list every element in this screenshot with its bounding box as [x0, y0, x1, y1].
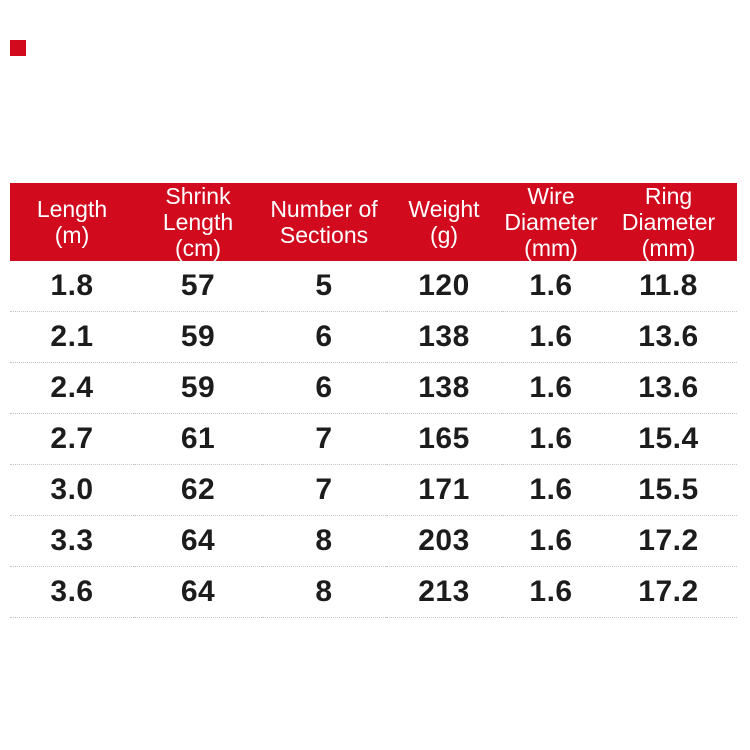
table-cell: 15.5	[600, 464, 737, 516]
table-cell: 3.3	[10, 515, 134, 567]
table-header-row: Length (m) Shrink Length (cm) Number of Se…	[10, 183, 737, 261]
table-cell: 1.6	[502, 464, 600, 516]
table-cell: 8	[262, 515, 386, 567]
table-cell: 61	[134, 413, 262, 465]
table-cell: 6	[262, 362, 386, 414]
column-header: Length (m)	[10, 183, 134, 261]
table-row: 2.4 59 6 138 1.6 13.6	[10, 362, 737, 414]
table-cell: 1.6	[502, 261, 600, 312]
table-cell: 1.6	[502, 515, 600, 567]
table-cell: 1.8	[10, 261, 134, 312]
table-cell: 6	[262, 311, 386, 363]
table-cell: 59	[134, 362, 262, 414]
table-cell: 62	[134, 464, 262, 516]
spec-table: Length (m) Shrink Length (cm) Number of Se…	[10, 183, 737, 618]
table-cell: 165	[386, 413, 502, 465]
column-header: Number of Sections	[262, 183, 386, 261]
table-cell: 57	[134, 261, 262, 312]
table-cell: 7	[262, 464, 386, 516]
column-header: Wire Diameter (mm)	[502, 183, 600, 261]
table-cell: 17.2	[600, 515, 737, 567]
table-row: 3.3 64 8 203 1.6 17.2	[10, 515, 737, 567]
table-cell: 2.1	[10, 311, 134, 363]
table-cell: 5	[262, 261, 386, 312]
table-cell: 64	[134, 515, 262, 567]
table-cell: 2.7	[10, 413, 134, 465]
column-header: Weight (g)	[386, 183, 502, 261]
table-cell: 203	[386, 515, 502, 567]
table-cell: 171	[386, 464, 502, 516]
table-cell: 15.4	[600, 413, 737, 465]
red-corner-mark	[10, 40, 26, 56]
table-cell: 1.6	[502, 362, 600, 414]
table-body: 1.8 57 5 120 1.6 11.8 2.1 59 6 138 1.6 13.6 2.4 59 6 13…	[10, 261, 737, 618]
table-cell: 3.0	[10, 464, 134, 516]
table-row: 2.7 61 7 165 1.6 15.4	[10, 413, 737, 465]
table-cell: 13.6	[600, 311, 737, 363]
column-header: Ring Diameter (mm)	[600, 183, 737, 261]
table-cell: 120	[386, 261, 502, 312]
table-row: 3.0 62 7 171 1.6 15.5	[10, 464, 737, 516]
table-cell: 1.6	[502, 566, 600, 618]
table-cell: 7	[262, 413, 386, 465]
table-row: 3.6 64 8 213 1.6 17.2	[10, 566, 737, 618]
table-cell: 138	[386, 362, 502, 414]
table-cell: 138	[386, 311, 502, 363]
table-cell: 3.6	[10, 566, 134, 618]
table-cell: 8	[262, 566, 386, 618]
table-cell: 13.6	[600, 362, 737, 414]
table-cell: 64	[134, 566, 262, 618]
column-header: Shrink Length (cm)	[134, 183, 262, 261]
table-cell: 213	[386, 566, 502, 618]
table-cell: 59	[134, 311, 262, 363]
table-row: 2.1 59 6 138 1.6 13.6	[10, 311, 737, 363]
table-cell: 1.6	[502, 413, 600, 465]
table-cell: 17.2	[600, 566, 737, 618]
table-cell: 1.6	[502, 311, 600, 363]
table-row: 1.8 57 5 120 1.6 11.8	[10, 261, 737, 312]
table-cell: 11.8	[600, 261, 737, 312]
table-cell: 2.4	[10, 362, 134, 414]
